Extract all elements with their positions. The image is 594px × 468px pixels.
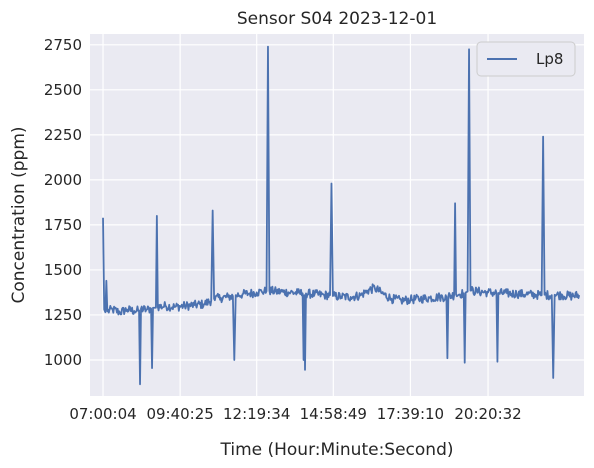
y-tick-labels: 1000 1250 1500 1750 2000 2250 2500 2750 — [44, 36, 82, 369]
y-tick-label: 1500 — [44, 261, 82, 279]
x-tick-label: 17:39:10 — [377, 405, 444, 423]
y-axis-title: Concentration (ppm) — [9, 126, 29, 303]
series-line-lp8 — [102, 45, 581, 386]
y-tick-label: 2250 — [44, 126, 82, 144]
y-tick-label: 2500 — [44, 81, 82, 99]
y-tick-label: 2750 — [44, 36, 82, 54]
plot-area — [90, 34, 584, 396]
x-tick-label: 14:58:49 — [300, 405, 367, 423]
x-axis-title: Time (Hour:Minute:Second) — [219, 440, 453, 460]
x-tick-label: 07:00:04 — [69, 405, 136, 423]
y-tick-label: 1750 — [44, 216, 82, 234]
legend-label-lp8: Lp8 — [536, 50, 563, 68]
legend-box — [476, 41, 576, 77]
y-tick-label: 2000 — [44, 171, 82, 189]
chart-title: Sensor S04 2023-12-01 — [237, 9, 437, 29]
y-tick-label: 1000 — [44, 351, 82, 369]
x-tick-label: 20:20:32 — [454, 405, 521, 423]
x-gridlines — [102, 34, 489, 396]
series-group — [102, 45, 581, 386]
y-tick-label: 1250 — [44, 306, 82, 324]
y-gridlines — [90, 44, 584, 361]
legend: Lp8 — [476, 41, 576, 77]
x-tick-label: 09:40:25 — [146, 405, 213, 423]
x-tick-labels: 07:00:04 09:40:25 12:19:34 14:58:49 17:39:10… — [69, 405, 521, 423]
x-tick-label: 12:19:34 — [223, 405, 290, 423]
